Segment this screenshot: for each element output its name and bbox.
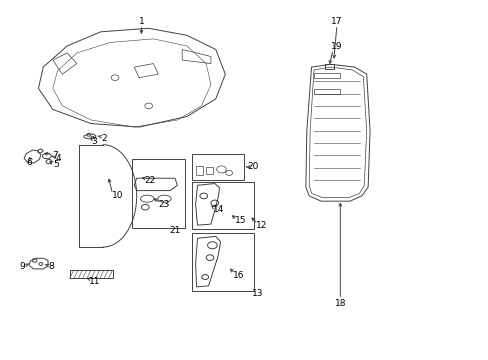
Text: 23: 23 <box>159 200 170 209</box>
Text: 19: 19 <box>330 42 342 51</box>
Text: 16: 16 <box>232 271 244 280</box>
Text: 8: 8 <box>48 262 54 271</box>
Text: 2: 2 <box>102 134 107 143</box>
Text: 12: 12 <box>255 221 266 230</box>
Text: 22: 22 <box>143 176 155 185</box>
Text: 9: 9 <box>19 262 25 271</box>
Text: 17: 17 <box>330 17 342 26</box>
Text: 7: 7 <box>52 151 58 160</box>
Text: 15: 15 <box>234 216 246 225</box>
Text: 14: 14 <box>212 205 224 214</box>
Text: 13: 13 <box>252 289 263 298</box>
Text: 4: 4 <box>56 154 61 163</box>
Text: 11: 11 <box>89 277 101 286</box>
Text: 6: 6 <box>26 158 32 167</box>
Text: 21: 21 <box>169 226 181 235</box>
Text: 1: 1 <box>138 17 144 26</box>
Text: 18: 18 <box>334 299 346 308</box>
Text: 5: 5 <box>53 159 59 168</box>
Text: 3: 3 <box>91 137 97 146</box>
Text: 10: 10 <box>112 192 123 201</box>
Text: 20: 20 <box>246 162 258 171</box>
